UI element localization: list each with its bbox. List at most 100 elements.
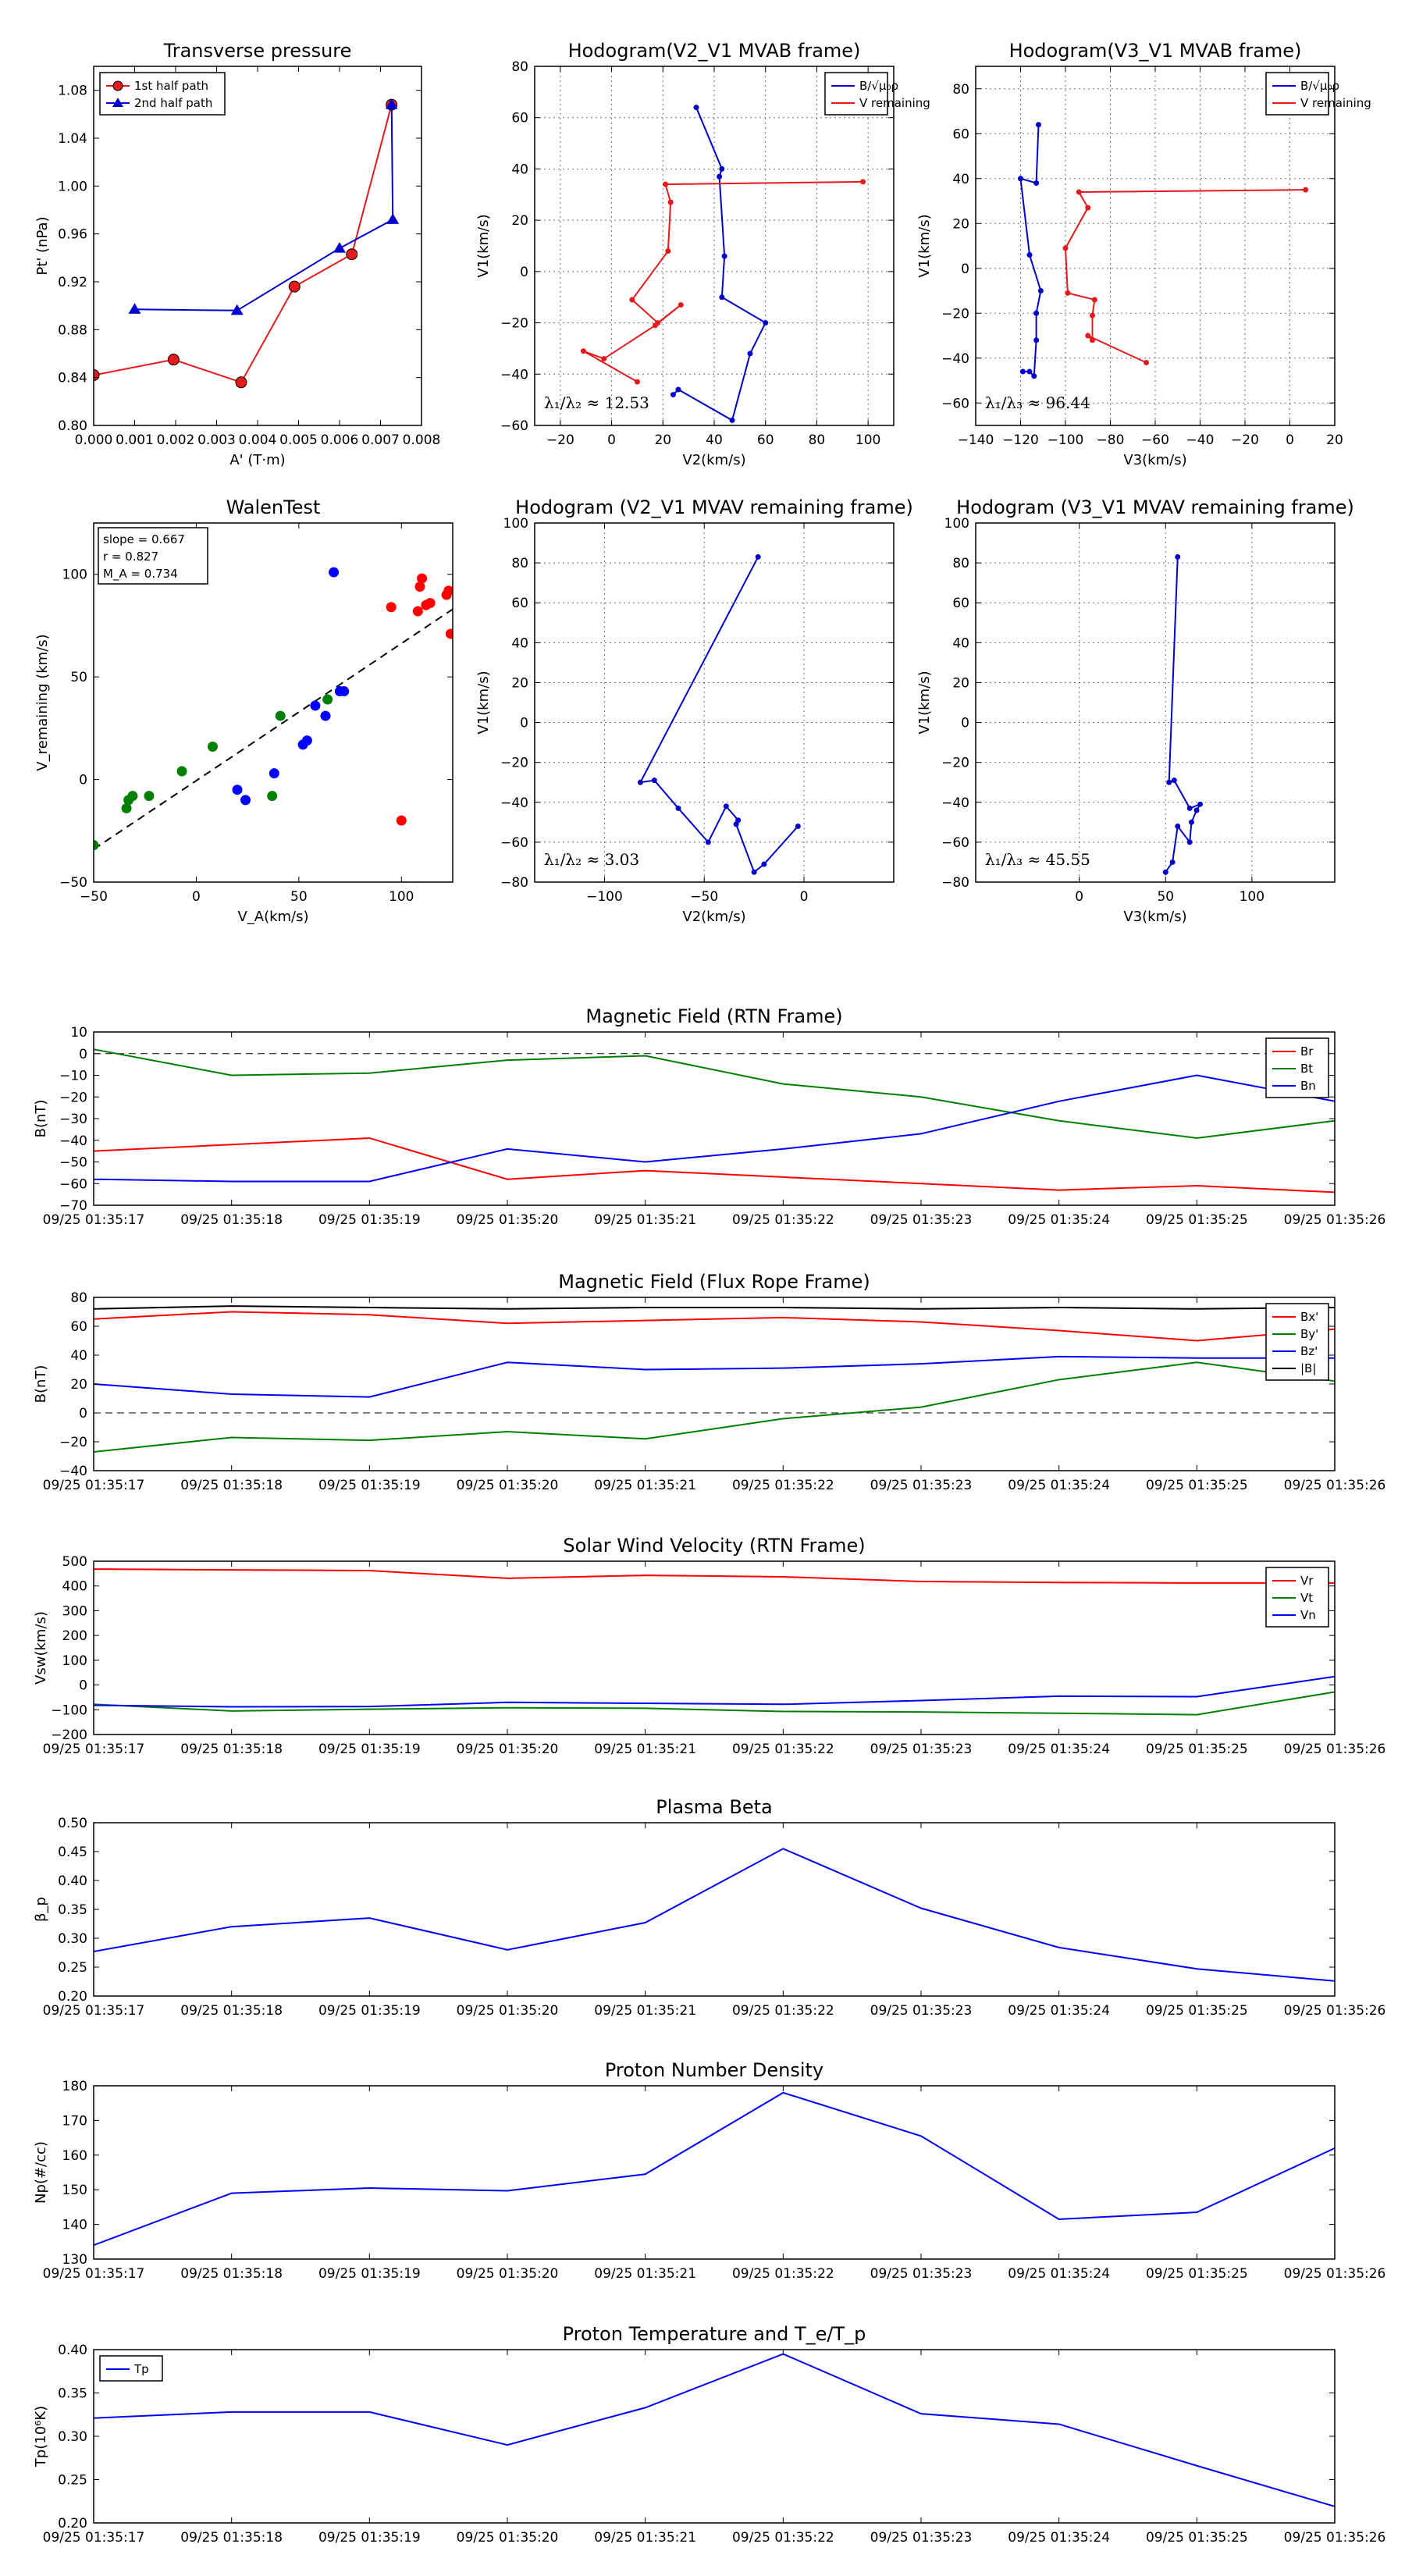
y-tick-label: 60 — [511, 111, 528, 126]
data-point — [235, 376, 247, 389]
plot-area — [94, 1305, 1335, 1453]
data-point — [1162, 869, 1168, 875]
x-tick-label: 09/25 01:35:25 — [1146, 1212, 1248, 1228]
y-axis-label: B(nT) — [33, 1100, 49, 1138]
legend: B/√μ₀ρ V remaining — [824, 72, 930, 116]
y-tick-label: 60 — [952, 126, 969, 142]
series-line-Vt — [94, 1691, 1335, 1716]
y-axis-label: V1(km/s) — [475, 214, 492, 277]
axes-frame — [93, 1297, 1336, 1471]
data-point — [717, 173, 723, 180]
x-tick-label: 100 — [389, 889, 414, 905]
series-line-V remaining — [1064, 189, 1306, 364]
data-point — [670, 392, 676, 398]
chart-title: Hodogram (V3_V1 MVAV remaining frame) — [956, 496, 1354, 518]
chart-p7: Magnetic Field (RTN Frame) 09/25 01:35:17… — [33, 1005, 1385, 1228]
y-tick-label: 0 — [961, 262, 969, 277]
x-tick-label: 09/25 01:35:26 — [1284, 2003, 1386, 2019]
axes-frame — [93, 1031, 1336, 1206]
data-point — [1197, 801, 1203, 807]
data-point — [693, 105, 699, 111]
data-point — [755, 553, 761, 560]
y-tick-label: −60 — [500, 418, 528, 434]
data-point — [629, 297, 635, 303]
data-point — [230, 304, 244, 315]
series-line-2nd half path — [134, 105, 394, 311]
y-tick-label: 100 — [62, 568, 87, 583]
series-line-B/√μ₀ρ — [1019, 124, 1042, 379]
data-point — [637, 779, 643, 785]
chart-title: Proton Number Density — [605, 2059, 823, 2081]
x-axis-label: V3(km/s) — [1123, 452, 1186, 468]
y-tick-label: 1.00 — [58, 179, 87, 194]
x-tick-label: −20 — [546, 432, 574, 448]
data-point — [634, 379, 640, 385]
x-tick-label: 09/25 01:35:19 — [318, 2003, 421, 2019]
y-tick-label: −20 — [59, 1435, 87, 1450]
x-tick-label: 09/25 01:35:19 — [318, 2266, 421, 2282]
data-point — [232, 785, 243, 795]
axes-frame — [534, 522, 895, 883]
legend-marker — [112, 80, 123, 91]
ratio-annotation: λ₁/λ₃ ≈ 45.55 — [985, 850, 1090, 869]
chart-title: Plasma Beta — [656, 1796, 772, 1818]
x-tick-label: 0.006 — [321, 432, 359, 448]
data-point — [1090, 337, 1095, 343]
data-point — [580, 348, 586, 354]
plot-area — [580, 105, 866, 423]
plot-area — [1018, 122, 1309, 379]
y-tick-label: −200 — [51, 1727, 87, 1743]
x-tick-label: 09/25 01:35:22 — [732, 1478, 834, 1493]
y-tick-label: 200 — [62, 1628, 87, 1644]
y-axis-label: V1(km/s) — [916, 214, 933, 277]
x-tick-label: 09/25 01:35:25 — [1146, 1742, 1248, 1757]
legend-label: |B| — [1300, 1361, 1316, 1375]
x-tick-label: 09/25 01:35:25 — [1146, 1478, 1248, 1493]
legend-label: Br — [1300, 1044, 1314, 1059]
y-tick-label: 80 — [511, 59, 528, 75]
ratio-annotation: λ₁/λ₂ ≈ 3.03 — [544, 850, 639, 869]
y-tick-label: 0.25 — [58, 2473, 87, 2489]
data-point — [667, 199, 674, 205]
x-tick-label: 09/25 01:35:20 — [457, 2003, 559, 2019]
data-point — [1033, 310, 1040, 316]
y-tick-label: −20 — [500, 316, 528, 332]
x-tick-label: 09/25 01:35:19 — [318, 2530, 421, 2546]
y-tick-label: 180 — [62, 2079, 87, 2094]
data-point — [761, 861, 767, 867]
y-axis-label: V1(km/s) — [916, 671, 933, 734]
x-tick-label: 0 — [800, 889, 809, 905]
series-line-Bx' — [94, 1311, 1335, 1342]
data-point — [1026, 252, 1033, 258]
data-point — [1031, 373, 1037, 379]
x-tick-label: 09/25 01:35:18 — [180, 1478, 283, 1493]
y-axis-label: B(nT) — [33, 1365, 49, 1404]
x-tick-label: −50 — [80, 889, 108, 905]
x-tick-label: 09/25 01:35:21 — [594, 2003, 696, 2019]
x-tick-label: 09/25 01:35:24 — [1008, 1742, 1110, 1757]
fit-line — [94, 608, 453, 850]
data-point — [651, 777, 657, 784]
chart-title: Proton Temperature and T_e/T_p — [563, 2323, 866, 2345]
y-tick-label: 500 — [62, 1554, 87, 1570]
x-tick-label: 0.003 — [197, 432, 236, 448]
x-tick-label: −20 — [1231, 432, 1259, 448]
x-tick-label: 09/25 01:35:26 — [1284, 1478, 1386, 1493]
y-axis-label: Pt' (nPa) — [34, 216, 51, 275]
y-tick-label: 10 — [70, 1025, 87, 1041]
data-point — [322, 694, 333, 705]
data-point — [207, 742, 218, 753]
x-tick-label: 0.004 — [239, 432, 277, 448]
chart-p9: Solar Wind Velocity (RTN Frame) 09/25 01:… — [33, 1535, 1385, 1757]
series-line-Tp — [94, 2353, 1335, 2507]
series-line-Bt — [94, 1048, 1335, 1139]
plot-area — [94, 1568, 1335, 1716]
data-point — [1085, 205, 1091, 211]
data-point — [144, 791, 155, 802]
chart-title: Transverse pressure — [163, 40, 352, 62]
y-tick-label: 300 — [62, 1603, 87, 1619]
data-point — [601, 356, 607, 362]
chart-title: Solar Wind Velocity (RTN Frame) — [563, 1535, 865, 1557]
chart-title: Magnetic Field (Flux Rope Frame) — [558, 1271, 870, 1293]
